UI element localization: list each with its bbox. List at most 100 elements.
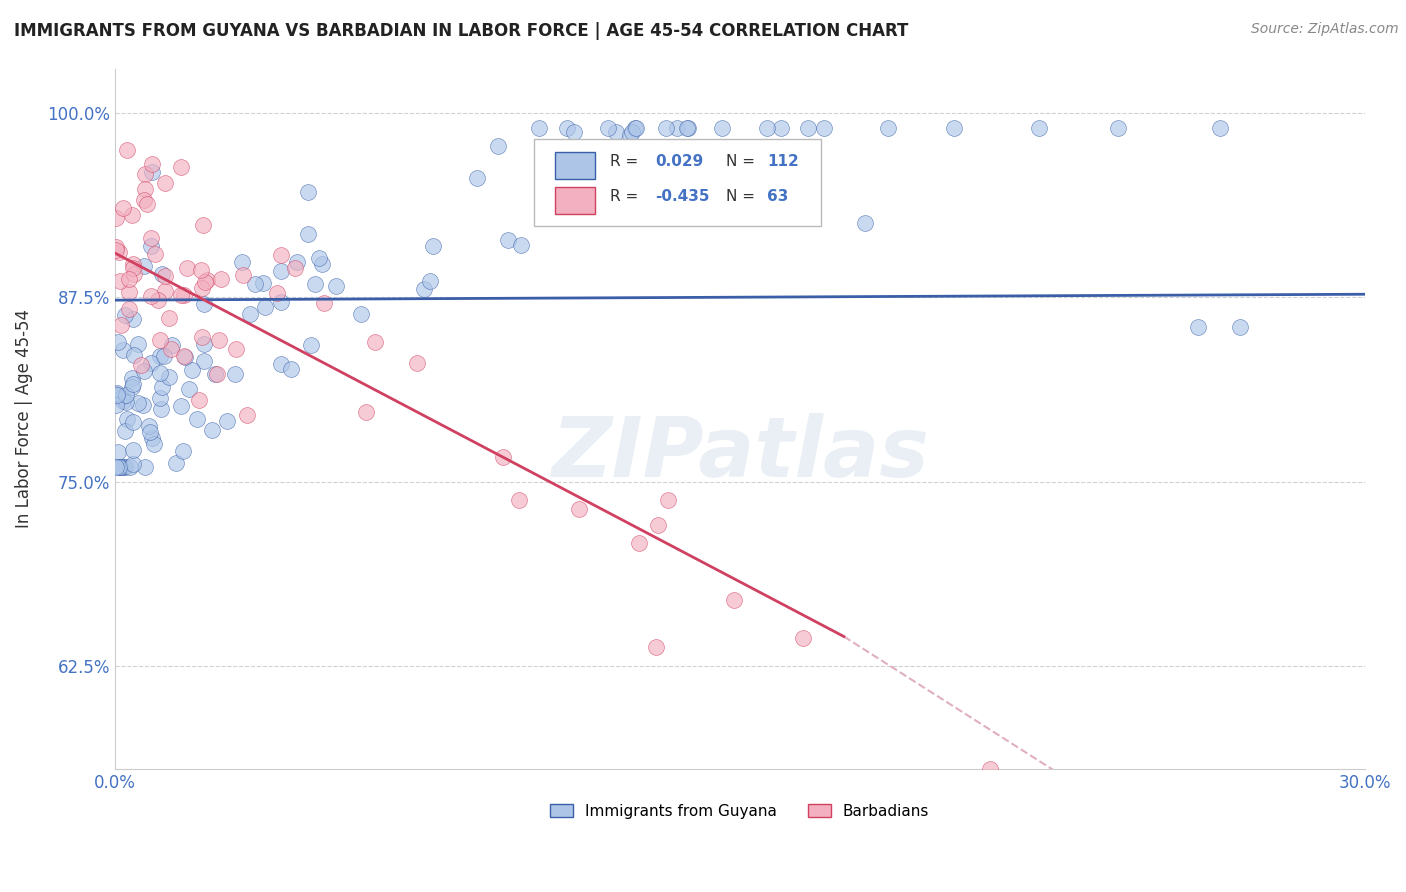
- Point: [205, 367, 228, 381]
- Point: [645, 640, 668, 654]
- Point: [136, 197, 159, 211]
- Point: [139, 425, 162, 439]
- Point: [118, 272, 141, 286]
- Text: 63: 63: [768, 189, 789, 204]
- Point: [555, 120, 578, 135]
- Point: [266, 286, 288, 301]
- Point: [190, 262, 212, 277]
- Point: [110, 459, 132, 474]
- Point: [419, 274, 441, 288]
- Point: [496, 233, 519, 247]
- Point: [122, 311, 145, 326]
- Point: [155, 176, 177, 190]
- Point: [605, 126, 627, 140]
- Point: [270, 248, 292, 262]
- Text: ZIPatlas: ZIPatlas: [551, 414, 929, 494]
- Point: [232, 268, 254, 282]
- Point: [118, 459, 141, 474]
- Point: [122, 257, 145, 271]
- Y-axis label: In Labor Force | Age 45-54: In Labor Force | Age 45-54: [15, 310, 32, 528]
- Point: [568, 502, 591, 516]
- Point: [853, 216, 876, 230]
- Point: [149, 366, 172, 380]
- Point: [224, 367, 246, 381]
- Point: [114, 308, 136, 322]
- Point: [627, 535, 650, 549]
- Point: [139, 289, 162, 303]
- Point: [354, 405, 377, 419]
- Point: [115, 395, 138, 409]
- Bar: [555, 187, 595, 213]
- Point: [121, 208, 143, 222]
- Point: [647, 518, 669, 533]
- Point: [122, 415, 145, 429]
- Point: [141, 165, 163, 179]
- Point: [675, 120, 697, 135]
- Point: [112, 459, 135, 474]
- Point: [132, 398, 155, 412]
- Point: [623, 120, 645, 135]
- Point: [105, 240, 128, 254]
- Point: [225, 342, 247, 356]
- Point: [148, 293, 170, 307]
- Point: [108, 244, 131, 259]
- Point: [112, 394, 135, 409]
- Point: [193, 354, 215, 368]
- Point: [110, 274, 132, 288]
- Point: [132, 364, 155, 378]
- Point: [112, 202, 135, 216]
- Point: [105, 388, 128, 402]
- Point: [619, 128, 641, 143]
- Point: [422, 239, 444, 253]
- Text: -0.435: -0.435: [655, 189, 709, 204]
- Point: [121, 380, 143, 394]
- Point: [153, 285, 176, 299]
- Point: [121, 371, 143, 385]
- Point: [195, 273, 218, 287]
- Point: [107, 335, 129, 350]
- Point: [160, 342, 183, 356]
- Point: [110, 318, 132, 332]
- Point: [252, 276, 274, 290]
- Point: [270, 263, 292, 277]
- Point: [942, 120, 965, 135]
- Point: [676, 120, 699, 135]
- Point: [217, 414, 239, 428]
- Point: [118, 301, 141, 316]
- Point: [527, 120, 550, 135]
- Point: [176, 261, 198, 276]
- Point: [792, 631, 814, 645]
- Point: [150, 267, 173, 281]
- Point: [1187, 319, 1209, 334]
- Point: [187, 393, 209, 408]
- Point: [127, 396, 149, 410]
- Point: [297, 186, 319, 200]
- Point: [239, 308, 262, 322]
- Point: [270, 295, 292, 310]
- Point: [150, 380, 173, 394]
- Point: [108, 459, 131, 474]
- Point: [186, 411, 208, 425]
- Point: [284, 260, 307, 275]
- Point: [231, 255, 253, 269]
- Point: [105, 385, 128, 400]
- Point: [169, 399, 191, 413]
- Point: [297, 227, 319, 242]
- Point: [112, 343, 135, 357]
- Point: [149, 391, 172, 405]
- Point: [139, 239, 162, 253]
- Point: [174, 350, 197, 364]
- Point: [138, 418, 160, 433]
- Point: [191, 329, 214, 343]
- Point: [209, 272, 232, 286]
- Point: [118, 285, 141, 299]
- Point: [325, 278, 347, 293]
- Point: [270, 357, 292, 371]
- Point: [304, 277, 326, 292]
- Point: [124, 347, 146, 361]
- Point: [598, 120, 620, 135]
- Point: [191, 281, 214, 295]
- Text: R =: R =: [610, 189, 638, 204]
- Point: [173, 287, 195, 301]
- Point: [207, 333, 229, 347]
